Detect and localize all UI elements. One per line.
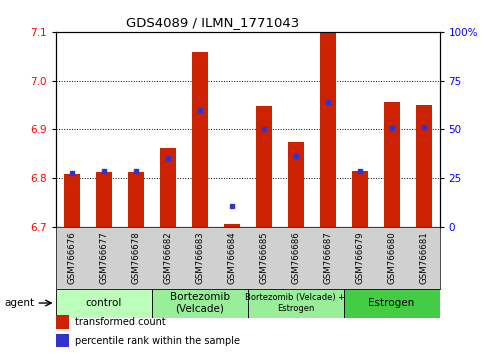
Bar <box>352 171 368 227</box>
Text: GSM766677: GSM766677 <box>99 232 108 284</box>
Bar <box>56 289 152 318</box>
Bar <box>248 289 343 318</box>
Bar <box>96 172 112 227</box>
Text: agent: agent <box>5 298 35 308</box>
Text: GDS4089 / ILMN_1771043: GDS4089 / ILMN_1771043 <box>126 17 299 29</box>
Bar <box>384 102 399 227</box>
Text: Bortezomib (Velcade) +
Estrogen: Bortezomib (Velcade) + Estrogen <box>245 293 346 313</box>
Bar <box>256 106 271 227</box>
Text: GSM766683: GSM766683 <box>195 232 204 284</box>
Bar <box>152 289 248 318</box>
Text: GSM766680: GSM766680 <box>387 232 396 284</box>
Bar <box>320 33 336 227</box>
Text: Estrogen: Estrogen <box>369 298 415 308</box>
Bar <box>192 52 208 227</box>
Text: control: control <box>85 298 122 308</box>
Bar <box>56 315 69 329</box>
Text: GSM766678: GSM766678 <box>131 232 140 284</box>
Text: transformed count: transformed count <box>75 318 166 327</box>
Bar <box>224 224 240 227</box>
Text: GSM766684: GSM766684 <box>227 232 236 284</box>
Text: GSM766685: GSM766685 <box>259 232 268 284</box>
Bar <box>56 334 69 347</box>
Text: GSM766679: GSM766679 <box>355 232 364 284</box>
Bar <box>287 142 303 227</box>
Text: GSM766687: GSM766687 <box>323 232 332 284</box>
Text: GSM766686: GSM766686 <box>291 232 300 284</box>
Bar <box>64 175 80 227</box>
Text: Bortezomib
(Velcade): Bortezomib (Velcade) <box>170 292 229 314</box>
Text: percentile rank within the sample: percentile rank within the sample <box>75 336 240 346</box>
Text: GSM766681: GSM766681 <box>419 232 428 284</box>
Bar <box>343 289 440 318</box>
Bar <box>128 172 143 227</box>
Bar <box>159 148 175 227</box>
Bar <box>415 105 431 227</box>
Text: GSM766682: GSM766682 <box>163 232 172 284</box>
Text: GSM766676: GSM766676 <box>67 232 76 284</box>
